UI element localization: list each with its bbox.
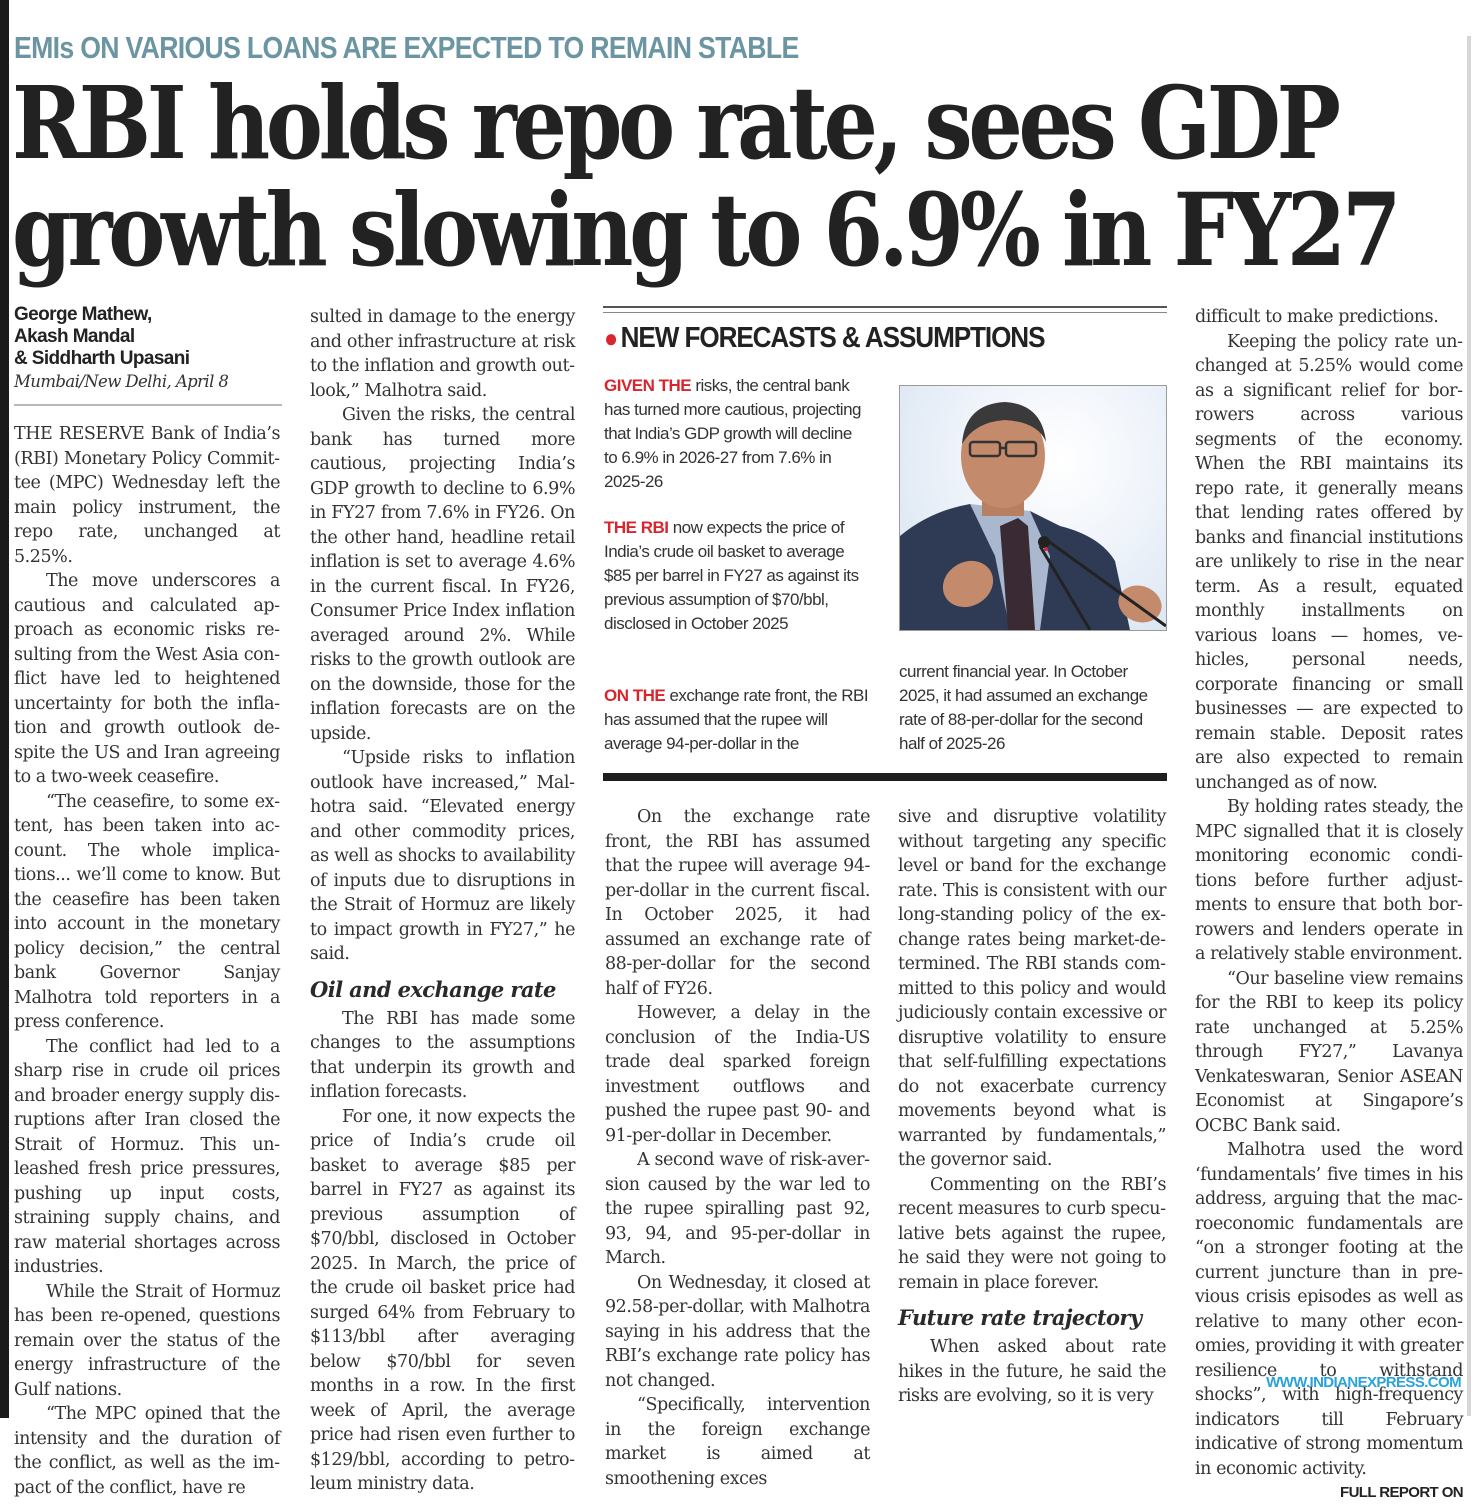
byline-author: George Mathew, [14,304,152,325]
microphone-light [1044,547,1048,551]
box-item: ON THE exchange rate front, the RBI has … [604,684,869,756]
box-item: THE RBI now expects the price of India’s… [604,516,864,636]
paragraph: difficult to make predictions. [1195,307,1439,327]
paragraph: When asked about rate hikes in the futur… [898,1337,1166,1406]
headline-line-2: growth slowing to 6.9% in FY27 [12,171,1402,289]
paragraph: While the Strait of Hormuz has been re-o… [14,1281,280,1400]
column-5: difficult to make predictions. Keeping t… [1195,305,1464,1506]
speaker-illustration [900,402,1166,630]
website-link[interactable]: WWW.INDIANEXPRESS.COM [1266,1374,1462,1391]
paragraph: Keeping the policy rate un­changed at 5.… [1195,331,1463,793]
paragraph: “The MPC opined that the intensity and t… [14,1404,280,1498]
box-item-lead: ON THE [604,686,666,705]
box-item-continuation: current financial year. In October 2025,… [899,662,1148,753]
head-shape [961,404,1045,508]
paragraph: “Upside risks to inflation outlook have … [310,748,575,964]
subhead-future-rate: Future rate trajectory [898,1305,1142,1330]
box-item-text: exchange rate front, the RBI has assumed… [604,686,869,753]
paragraph: However, a delay in the con­clusion of t… [605,1003,870,1146]
paragraph: Malhotra used the word ‘fundamentals’ fi… [1195,1138,1464,1501]
paragraph: On Wednesday, it closed at 92.58-per-dol… [605,1272,870,1391]
box-rule-top-thin [603,312,1167,313]
microphone-head [1038,536,1050,548]
headline-line-1: RBI holds repo rate, sees GDP [12,64,1341,182]
paragraph: sive and disruptive volatility without t… [898,807,1166,1170]
column-2: sulted in damage to the energy and other… [310,305,575,1497]
microphone-stand [1047,539,1166,628]
red-dot-icon: ● [604,323,618,353]
paragraph: A second wave of risk-aver­sion caused b… [605,1150,870,1268]
subhead-oil-exchange: Oil and exchange rate [310,976,556,1002]
paragraph: Commenting on the RBI’s recent measures … [898,1174,1166,1293]
page-edge-left [0,0,9,1418]
paragraph: By holding rates steady, the MPC signall… [1195,797,1463,964]
box-title-text: NEW FORECASTS & ASSUMPTIONS [620,322,1046,354]
microphone-stand [1038,545,1092,630]
governor-photo [899,385,1167,631]
box-rule-top [603,306,1167,308]
box-item: GIVEN THE risks, the central bank has tu… [604,374,864,494]
box-item-text: risks, the central bank has turned more … [604,376,862,491]
paragraph: On the exchange rate front, the RBI has … [605,807,870,999]
paragraph: THE RESERVE Bank of India’s (RBI) Moneta… [14,424,280,567]
hand-left [942,560,994,608]
paragraph: “Specifically, intervention in the forei… [605,1395,870,1489]
headline: RBI holds repo rate, sees GDP growth slo… [12,64,1402,289]
byline-author: Akash Mandal [14,326,135,347]
paragraph: The move underscores a cautious and calc… [14,571,280,787]
paragraph: The conflict had led to a sharp rise in … [14,1036,280,1278]
paragraph: The RBI has made some changes to the ass… [310,1008,575,1103]
column-4: sive and disruptive volatility without t… [898,805,1166,1409]
paragraph: For one, it now expects the price of Ind… [310,1106,575,1495]
paragraph: sulted in damage to the energy and other… [310,307,575,401]
paragraph: Given the risks, the central bank has tu… [310,405,575,744]
byline: George Mathew, Akash Mandal & Siddharth … [14,304,284,394]
full-report-label: FULL REPORT ON [1340,1484,1464,1501]
paragraph: “The ceasefire, to some ex­tent, has bee… [14,791,280,1033]
column-3: On the exchange rate front, the RBI has … [605,805,870,1491]
box-item-lead: THE RBI [604,518,669,537]
byline-divider [14,404,282,406]
dateline: Mumbai/New Delhi, April 8 [14,372,229,391]
paragraph-text: Malhotra used the word ‘fundamentals’ fi… [1195,1140,1463,1479]
tie-shape [1000,518,1035,630]
hair-shape [962,402,1046,444]
box-title: ● NEW FORECASTS & ASSUMPTIONS [604,322,1046,355]
kicker: EMIs ON VARIOUS LOANS ARE EXPECTED TO RE… [14,30,799,65]
box-item-lead: GIVEN THE [604,376,692,395]
paragraph: “Our baseline view remains for the RBI t… [1195,968,1463,1136]
box-rule-bottom [603,773,1167,781]
byline-author: & Siddharth Upasani [14,348,190,369]
box-item-text: now expects the price of India’s crude o… [604,518,859,633]
column-1: THE RESERVE Bank of India’s (RBI) Moneta… [14,422,280,1500]
page-edge-right [1467,36,1471,1416]
